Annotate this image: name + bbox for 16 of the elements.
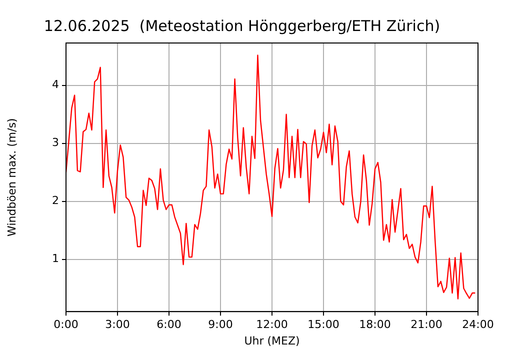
x-tick-label: 9:00	[208, 318, 233, 332]
chart-title: 12.06.2025 (Meteostation Hönggerberg/ETH Zürich)	[44, 16, 440, 35]
x-tick-label: 12:00	[256, 318, 288, 332]
y-tick-label: 4	[52, 78, 59, 92]
y-tick-label: 2	[52, 194, 59, 208]
x-tick-label: 18:00	[359, 318, 391, 332]
x-tick-label: 15:00	[308, 318, 340, 332]
x-tick-label: 21:00	[410, 318, 442, 332]
x-tick-label: 24:00	[462, 318, 494, 332]
x-axis-title: Uhr (MEZ)	[244, 334, 300, 348]
x-tick-label: 6:00	[156, 318, 182, 332]
x-tick-label: 0:00	[54, 318, 78, 332]
y-tick-label: 1	[52, 252, 59, 266]
y-tick-label: 3	[52, 136, 59, 150]
y-axis-title: Windböen max. (m/s)	[5, 118, 18, 236]
x-tick-label: 3:00	[105, 318, 130, 332]
